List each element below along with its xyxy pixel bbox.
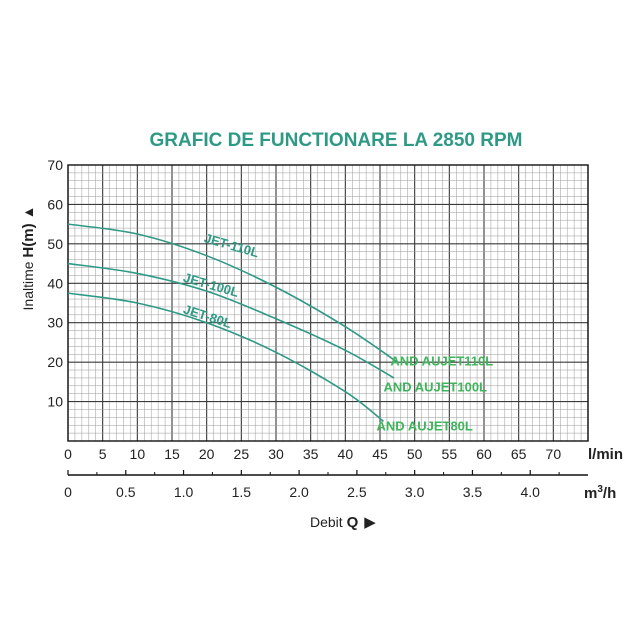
m3h-unit-base: m — [584, 485, 597, 502]
flow-tick-label: 25 — [234, 446, 250, 462]
flow-unit-label: l/min — [588, 446, 623, 463]
m3h-tick-label: 4.0 — [520, 484, 540, 500]
flow-tick-label: 40 — [338, 446, 354, 462]
flow-tick-label: 70 — [546, 446, 562, 462]
flow-tick-label: 0 — [64, 446, 72, 462]
m3h-tick-label: 0 — [64, 484, 72, 500]
y-tick-label: 70 — [47, 157, 63, 173]
m3h-tick-label: 3.5 — [463, 484, 483, 500]
m3h-unit-sup: 3 — [597, 484, 603, 495]
flow-tick-label: 50 — [407, 446, 423, 462]
y-axis-label: Inaltime H(m) ▲ — [20, 206, 37, 311]
y-tick-label: 30 — [47, 315, 63, 331]
y-axis-label-text: Inaltime — [20, 258, 36, 311]
grid — [67, 164, 589, 442]
m3h-tick-label: 1.0 — [174, 484, 194, 500]
series — [67, 223, 398, 422]
flow-tick-label: 60 — [476, 446, 492, 462]
x-axis-label-text: Debit — [310, 514, 347, 530]
flow-tick-label: 10 — [130, 446, 146, 462]
m3h-unit-tail: /h — [603, 485, 616, 502]
m3h-tick-labels: 0 0.5 1.0 1.5 2.0 2.5 3.0 3.5 4.0 — [64, 484, 540, 500]
series-model-label: AND AUJET110L — [390, 353, 493, 368]
y-tick-labels: 10 20 30 40 50 60 70 — [47, 157, 63, 410]
flow-tick-labels: 0 5 10 15 20 25 30 35 40 45 50 55 60 65 70 — [64, 446, 561, 462]
y-tick-label: 60 — [47, 196, 63, 212]
y-axis-arrow-icon: ▲ — [20, 206, 36, 220]
flow-tick-label: 35 — [303, 446, 319, 462]
m3h-unit-label: m3/h — [584, 484, 616, 502]
y-tick-label: 10 — [47, 394, 63, 410]
m3h-tick-label: 2.0 — [289, 484, 309, 500]
series-model-label: AND AUJET100L — [383, 380, 487, 395]
m3h-tick-label: 0.5 — [116, 484, 136, 500]
y-tick-label: 50 — [47, 236, 63, 252]
y-axis-label-symbol: H(m) — [20, 223, 37, 257]
y-tick-label: 20 — [47, 354, 63, 370]
m3h-tick-label: 1.5 — [232, 484, 252, 500]
plot-frame — [67, 164, 589, 442]
chart-title: GRAFIC DE FUNCTIONARE LA 2850 RPM — [150, 130, 523, 151]
flow-tick-label: 55 — [442, 446, 458, 462]
m3h-tick-label: 3.0 — [405, 484, 425, 500]
flow-tick-label: 30 — [268, 446, 284, 462]
curve-jet-110l — [67, 223, 398, 363]
x-axis-label-symbol: Q — [347, 514, 359, 531]
y-tick-label: 40 — [47, 275, 63, 291]
flow-tick-label: 5 — [99, 446, 107, 462]
flow-tick-label: 65 — [511, 446, 527, 462]
x-axis-label: Debit Q ▶ — [310, 514, 376, 531]
flow-tick-label: 20 — [199, 446, 215, 462]
m3h-tick-label: 2.5 — [347, 484, 367, 500]
curve-jet-100l — [67, 262, 395, 379]
axes — [67, 470, 588, 476]
flow-tick-label: 45 — [372, 446, 388, 462]
curve-jet-80l — [67, 292, 384, 422]
flow-tick-label: 15 — [164, 446, 180, 462]
x-axis-arrow-icon: ▶ — [364, 514, 376, 531]
series-model-label: AND AUJET80L — [377, 418, 473, 433]
